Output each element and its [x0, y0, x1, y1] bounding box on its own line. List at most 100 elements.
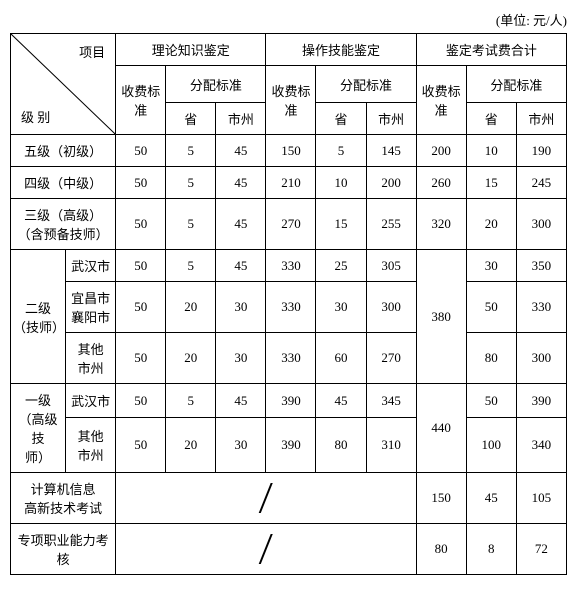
cell: 50: [116, 135, 166, 167]
row-level3: 三级（高级） （含预备技师） 50 5 45 270 15 255 320 20…: [11, 199, 567, 250]
cell: 300: [516, 333, 566, 384]
cell: 30: [216, 282, 266, 333]
cell: 10: [466, 135, 516, 167]
fee-table: 项目 级 别 理论知识鉴定 操作技能鉴定 鉴定考试费合计 收费标准 分配标准 收…: [10, 33, 567, 575]
cell: 345: [366, 384, 416, 418]
cell: 45: [216, 384, 266, 418]
cell: 200: [416, 135, 466, 167]
cell: 45: [216, 250, 266, 282]
cell: 200: [366, 167, 416, 199]
cell: 30: [316, 282, 366, 333]
cell: 105: [516, 473, 566, 524]
header-operation: 操作技能鉴定: [266, 34, 416, 66]
cell: 5: [166, 384, 216, 418]
cell-l2-yichang-sub: 宜昌市 襄阳市: [66, 282, 116, 333]
cell: 390: [266, 384, 316, 418]
cell-l4-name: 四级（中级）: [11, 167, 116, 199]
cell: 5: [316, 135, 366, 167]
cell: 210: [266, 167, 316, 199]
cell: 80: [416, 524, 466, 575]
cell: 330: [266, 250, 316, 282]
cell: 50: [116, 333, 166, 384]
cell: 15: [316, 199, 366, 250]
cell-l1-totfee: 440: [416, 384, 466, 473]
cell: 5: [166, 250, 216, 282]
header-total-fee: 收费标准: [416, 66, 466, 135]
cell: 72: [516, 524, 566, 575]
cell: 45: [316, 384, 366, 418]
cell: 300: [516, 199, 566, 250]
cell: 5: [166, 167, 216, 199]
header-total-alloc: 分配标准: [466, 66, 566, 103]
cell: 390: [516, 384, 566, 418]
cell-spec-slash: [116, 524, 416, 575]
row-level5: 五级（初级） 50 5 45 150 5 145 200 10 190: [11, 135, 567, 167]
cell-l2-wuhan-sub: 武汉市: [66, 250, 116, 282]
row-computer: 计算机信息 高新技术考试 150 45 105: [11, 473, 567, 524]
row-level4: 四级（中级） 50 5 45 210 10 200 260 15 245: [11, 167, 567, 199]
cell: 30: [216, 418, 266, 473]
cell: 340: [516, 418, 566, 473]
cell: 100: [466, 418, 516, 473]
row-level1-wuhan: 一级 （高级技 师） 武汉市 50 5 45 390 45 345 440 50…: [11, 384, 567, 418]
cell: 10: [316, 167, 366, 199]
cell: 45: [216, 135, 266, 167]
cell: 50: [116, 250, 166, 282]
cell: 8: [466, 524, 516, 575]
cell: 260: [416, 167, 466, 199]
header-theory-city: 市州: [216, 103, 266, 135]
cell: 20: [166, 333, 216, 384]
cell: 30: [216, 333, 266, 384]
cell: 25: [316, 250, 366, 282]
cell: 145: [366, 135, 416, 167]
cell: 45: [466, 473, 516, 524]
cell: 5: [166, 135, 216, 167]
cell: 50: [116, 282, 166, 333]
cell: 80: [466, 333, 516, 384]
cell: 60: [316, 333, 366, 384]
header-theory-prov: 省: [166, 103, 216, 135]
header-theory-alloc: 分配标准: [166, 66, 266, 103]
project-level-cell: 项目 级 别: [11, 34, 116, 135]
row-level2-yichang: 宜昌市 襄阳市 50 20 30 330 30 300 50 330: [11, 282, 567, 333]
cell: 330: [516, 282, 566, 333]
cell: 45: [216, 167, 266, 199]
header-op-fee: 收费标准: [266, 66, 316, 135]
cell: 255: [366, 199, 416, 250]
cell-l2-name: 二级 （技师）: [11, 250, 66, 384]
cell: 50: [116, 167, 166, 199]
header-total-city: 市州: [516, 103, 566, 135]
cell-l5-name: 五级（初级）: [11, 135, 116, 167]
cell-spec-name: 专项职业能力考核: [11, 524, 116, 575]
unit-label: (单位: 元/人): [10, 10, 577, 29]
row-special: 专项职业能力考核 80 8 72: [11, 524, 567, 575]
cell: 50: [116, 199, 166, 250]
cell: 5: [166, 199, 216, 250]
cell-l1-name: 一级 （高级技 师）: [11, 384, 66, 473]
cell: 150: [416, 473, 466, 524]
cell-comp-name: 计算机信息 高新技术考试: [11, 473, 116, 524]
row-level2-wuhan: 二级 （技师） 武汉市 50 5 45 330 25 305 380 30 35…: [11, 250, 567, 282]
cell-l2-other-sub: 其他 市州: [66, 333, 116, 384]
header-level: 级 别: [21, 107, 50, 126]
cell: 320: [416, 199, 466, 250]
cell: 270: [366, 333, 416, 384]
cell-l1-wuhan-sub: 武汉市: [66, 384, 116, 418]
header-total: 鉴定考试费合计: [416, 34, 566, 66]
header-row-1: 项目 级 别 理论知识鉴定 操作技能鉴定 鉴定考试费合计: [11, 34, 567, 66]
cell-l3-name: 三级（高级） （含预备技师）: [11, 199, 116, 250]
cell: 305: [366, 250, 416, 282]
cell: 45: [216, 199, 266, 250]
row-level2-other: 其他 市州 50 20 30 330 60 270 80 300: [11, 333, 567, 384]
cell: 20: [466, 199, 516, 250]
cell: 80: [316, 418, 366, 473]
cell: 50: [116, 384, 166, 418]
row-level1-other: 其他 市州 50 20 30 390 80 310 100 340: [11, 418, 567, 473]
header-op-prov: 省: [316, 103, 366, 135]
cell-comp-slash: [116, 473, 416, 524]
cell: 20: [166, 282, 216, 333]
header-op-city: 市州: [366, 103, 416, 135]
cell: 20: [166, 418, 216, 473]
header-theory: 理论知识鉴定: [116, 34, 266, 66]
header-total-prov: 省: [466, 103, 516, 135]
